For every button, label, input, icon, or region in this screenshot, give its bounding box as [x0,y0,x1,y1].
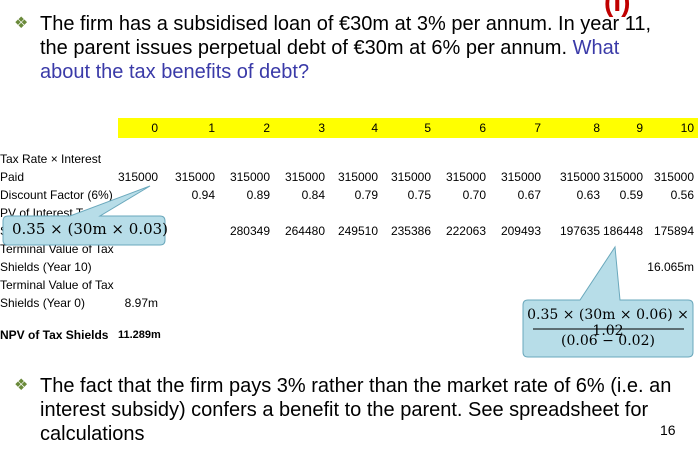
callout-1 [2,185,166,246]
cell: 8.97m [124,296,158,310]
column-header: 2 [263,121,270,135]
cell: 315000 [653,170,694,184]
cell: 0.63 [576,188,600,202]
table: 0 1 2 3 4 5 6 7 8 9 10 Tax Rate × Interest Paid 3150… [0,118,698,344]
cell: 264480 [284,224,325,238]
column-header: 5 [424,121,431,135]
cell: 315000 [337,170,378,184]
cell: 222063 [445,224,486,238]
bullet-text: The firm has a subsidised loan of €30m a… [40,12,654,84]
table-row: NPV of Tax Shields 11.289m [0,326,698,344]
cell: 0.56 [670,188,694,202]
cell: 315000 [445,170,486,184]
cell: 315000 [559,170,600,184]
table-row: Terminal Value of Tax Shields (Year 0) 8.… [0,276,698,312]
row-label: NPV of Tax Shields [0,328,109,342]
question: What about the tax benefits of debt? [40,37,620,83]
cell: 0.70 [462,188,486,202]
cell: 280349 [229,224,270,238]
page-number: 16 [660,422,676,438]
column-header: 1 [208,121,215,135]
cell: 0.89 [246,188,270,202]
row-label: Tax Rate × Interest Paid [0,152,102,184]
cell: 315000 [174,170,215,184]
row-label: Terminal Value of Tax Shields (Year 0) [0,278,114,310]
cell: 235386 [390,224,431,238]
header-row: 0 1 2 3 4 5 6 7 8 9 10 [118,118,698,138]
column-header: 6 [479,121,486,135]
cell: 0.84 [301,188,325,202]
cell: 186448 [602,224,643,238]
bullet-marker: ❖ [14,377,29,394]
column-header: 4 [371,121,378,135]
column-header: 3 [318,121,325,135]
bullet: ❖ The firm has a subsidised loan of €30m… [14,12,654,84]
callout-numerator: 0.35 × (30m × 0.06) × 1.02 [527,307,689,339]
bullet: ❖ The fact that the firm pays 3% rather … [14,374,674,446]
column-header: 10 [680,121,694,135]
column-header: 8 [593,121,600,135]
cell: 0.67 [517,188,541,202]
cell: 315000 [500,170,541,184]
title-fragment: (I) [604,0,631,17]
table-row: Tax Rate × Interest Paid 315000 315000 3150… [0,150,698,186]
row-label: Discount Factor (6%) [0,188,113,202]
bullet-marker: ❖ [14,15,29,32]
cell: 0.59 [619,188,643,202]
cell: 0.79 [354,188,378,202]
cell: 16.065m [647,260,694,274]
table-row: Discount Factor (6%) 0.94 0.89 0.84 0.79 0.75… [0,186,698,204]
cell: 11.289m [118,329,161,341]
cell: 0.75 [407,188,431,202]
callout-text: 0.35 × (30m × 0.03) [12,220,169,238]
cell: 197635 [559,224,600,238]
cell: 315000 [390,170,431,184]
cell: 315000 [602,170,643,184]
text: The firm has a subsidised loan of €30m a… [40,13,652,59]
cell: 0.94 [191,188,215,202]
cell: 315000 [118,170,159,184]
cell: 209493 [500,224,541,238]
bullet-text: The fact that the firm pays 3% rather th… [40,375,672,445]
column-header: 7 [534,121,541,135]
cell: 175894 [653,224,694,238]
cell: 249510 [337,224,378,238]
column-header: 0 [151,121,158,135]
cell: 315000 [229,170,270,184]
column-header: 9 [636,121,643,135]
cell: 315000 [284,170,325,184]
callout-denominator: (0.06 − 0.02) [561,333,655,349]
